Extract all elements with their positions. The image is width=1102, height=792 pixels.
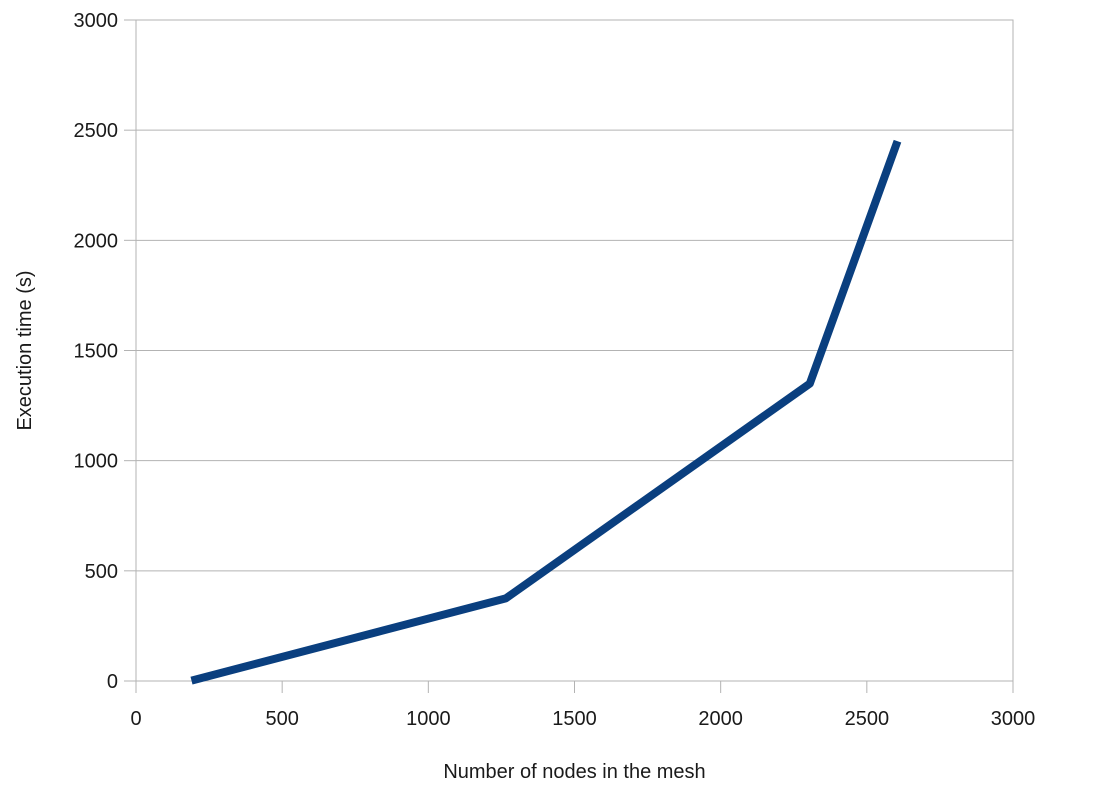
y-tick-label: 0 (107, 671, 118, 693)
x-tick-label: 1500 (552, 708, 597, 730)
x-tick-label: 2000 (698, 708, 743, 730)
gridlines (136, 19, 1013, 682)
y-tick-label: 2000 (74, 230, 119, 252)
x-tick-label: 0 (130, 708, 141, 730)
x-tick-label: 1000 (406, 708, 451, 730)
y-axis-ticks: 0 500 1000 1500 2000 2500 3000 (74, 10, 136, 693)
x-tick-label: 3000 (991, 708, 1036, 730)
y-tick-label: 1500 (74, 341, 119, 363)
y-axis-title: Execution time (s) (14, 270, 36, 430)
x-axis-ticks: 0 500 1000 1500 2000 2500 3000 (130, 681, 1035, 730)
y-tick-label: 2500 (74, 120, 119, 142)
x-tick-label: 500 (265, 708, 298, 730)
x-tick-label: 2500 (845, 708, 890, 730)
x-axis-title: Number of nodes in the mesh (443, 761, 705, 783)
series-line (190, 139, 902, 685)
y-tick-label: 500 (85, 561, 118, 583)
y-tick-label: 3000 (74, 10, 119, 32)
y-tick-label: 1000 (74, 451, 119, 473)
series-layer (190, 139, 902, 685)
